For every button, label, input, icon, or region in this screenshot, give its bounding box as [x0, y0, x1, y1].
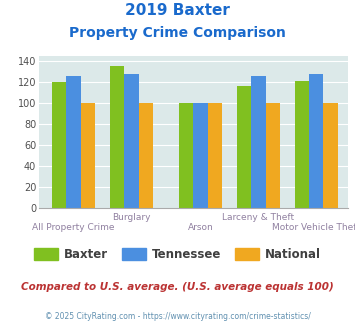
Text: Larceny & Theft: Larceny & Theft: [222, 213, 295, 222]
Text: 2019 Baxter: 2019 Baxter: [125, 3, 230, 18]
Text: Compared to U.S. average. (U.S. average equals 100): Compared to U.S. average. (U.S. average …: [21, 282, 334, 292]
Bar: [193, 103, 208, 208]
Text: Burglary: Burglary: [112, 213, 151, 222]
Legend: Baxter, Tennessee, National: Baxter, Tennessee, National: [29, 244, 326, 266]
Bar: [124, 74, 139, 208]
Bar: [323, 103, 338, 208]
Bar: [179, 103, 193, 208]
Bar: [66, 76, 81, 208]
Bar: [309, 74, 323, 208]
Text: Arson: Arson: [188, 223, 214, 232]
Text: Property Crime Comparison: Property Crime Comparison: [69, 26, 286, 40]
Bar: [251, 76, 266, 208]
Text: All Property Crime: All Property Crime: [32, 223, 115, 232]
Bar: [237, 86, 251, 208]
Bar: [81, 103, 95, 208]
Text: © 2025 CityRating.com - https://www.cityrating.com/crime-statistics/: © 2025 CityRating.com - https://www.city…: [45, 312, 310, 321]
Bar: [139, 103, 153, 208]
Bar: [52, 82, 66, 208]
Bar: [208, 103, 222, 208]
Bar: [266, 103, 280, 208]
Bar: [295, 81, 309, 208]
Text: Motor Vehicle Theft: Motor Vehicle Theft: [272, 223, 355, 232]
Bar: [110, 66, 124, 208]
